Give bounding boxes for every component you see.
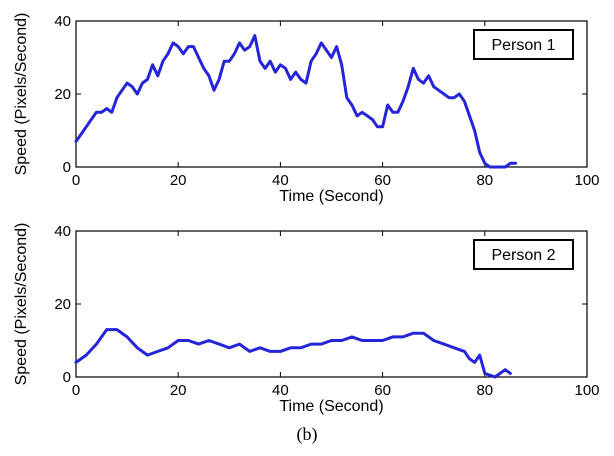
y-tick-label: 0	[63, 159, 71, 176]
y-tick-label: 20	[54, 296, 71, 313]
x-tick-label: 20	[170, 172, 187, 189]
x-tick-label: 40	[272, 172, 289, 189]
legend-label: Person 1	[491, 37, 555, 54]
y-axis-label: Speed (Pixels/Second)	[13, 13, 30, 176]
y-tick-label: 40	[54, 223, 71, 240]
x-axis-label: Time (Second)	[279, 398, 383, 415]
series-line	[74, 34, 517, 169]
x-tick-label: 0	[72, 172, 80, 189]
x-tick-label: 60	[374, 382, 391, 399]
x-tick-label: 80	[476, 172, 493, 189]
x-tick-label: 100	[574, 172, 599, 189]
legend-box	[473, 239, 574, 270]
x-tick-label: 20	[170, 382, 187, 399]
x-tick-label: 0	[72, 382, 80, 399]
x-tick-label: 80	[476, 382, 493, 399]
legend-label: Person 2	[491, 247, 555, 264]
x-tick-label: 40	[272, 382, 289, 399]
x-tick-label: 100	[574, 382, 599, 399]
series-line	[74, 328, 512, 379]
y-tick-label: 20	[54, 86, 71, 103]
figure-caption: (b)	[296, 424, 318, 444]
x-tick-label: 60	[374, 172, 391, 189]
y-axis-label: Speed (Pixels/Second)	[13, 223, 30, 386]
legend-box	[473, 29, 574, 60]
y-tick-label: 0	[63, 369, 71, 386]
y-tick-label: 40	[54, 13, 71, 30]
x-axis-label: Time (Second)	[279, 188, 383, 205]
